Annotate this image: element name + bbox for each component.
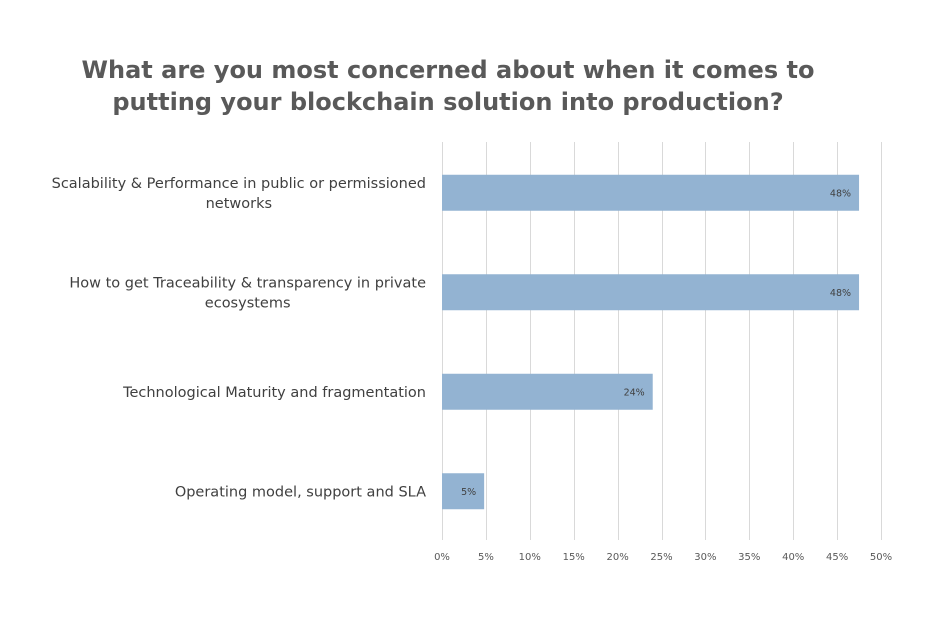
data-label-0: 48% [830, 188, 851, 199]
x-tick-label-7: 35% [738, 552, 760, 563]
x-tick-label-4: 20% [606, 552, 628, 563]
bar-1 [442, 274, 860, 311]
category-label-0-line-1: networks [206, 196, 272, 212]
category-label-3-line-0: Operating model, support and SLA [175, 484, 426, 500]
chart-title-line-1: What are you most concerned about when i… [81, 56, 815, 84]
bars: 48% 48% 24% 5% [442, 174, 860, 510]
bar-2 [442, 373, 653, 410]
x-tick-label-9: 45% [826, 552, 848, 563]
category-labels: Scalability & Performance in public or p… [52, 176, 426, 501]
x-tick-label-3: 15% [563, 552, 585, 563]
x-tick-label-8: 40% [782, 552, 804, 563]
x-tick-label-2: 10% [519, 552, 541, 563]
x-axis-tick-labels: 0% 5% 10% 15% 20% 25% 30% 35% 40% 45% 50% [434, 552, 892, 563]
x-tick-label-6: 30% [694, 552, 716, 563]
category-label-1-line-0: How to get Traceability & transparency i… [69, 275, 426, 291]
x-tick-label-1: 5% [478, 552, 494, 563]
category-label-0-line-0: Scalability & Performance in public or p… [52, 176, 426, 192]
chart-title: What are you most concerned about when i… [0, 54, 896, 118]
category-label-1-line-1: ecosystems [205, 295, 291, 311]
bar-0 [442, 174, 860, 211]
category-label-2-line-0: Technological Maturity and fragmentation [122, 385, 426, 401]
data-label-3: 5% [461, 487, 476, 498]
x-tick-label-5: 25% [650, 552, 672, 563]
chart-title-line-2: putting your blockchain solution into pr… [112, 88, 784, 116]
data-label-2: 24% [624, 387, 645, 398]
x-tick-label-0: 0% [434, 552, 450, 563]
data-label-1: 48% [830, 288, 851, 299]
x-tick-label-10: 50% [870, 552, 892, 563]
bar-3 [442, 473, 485, 510]
